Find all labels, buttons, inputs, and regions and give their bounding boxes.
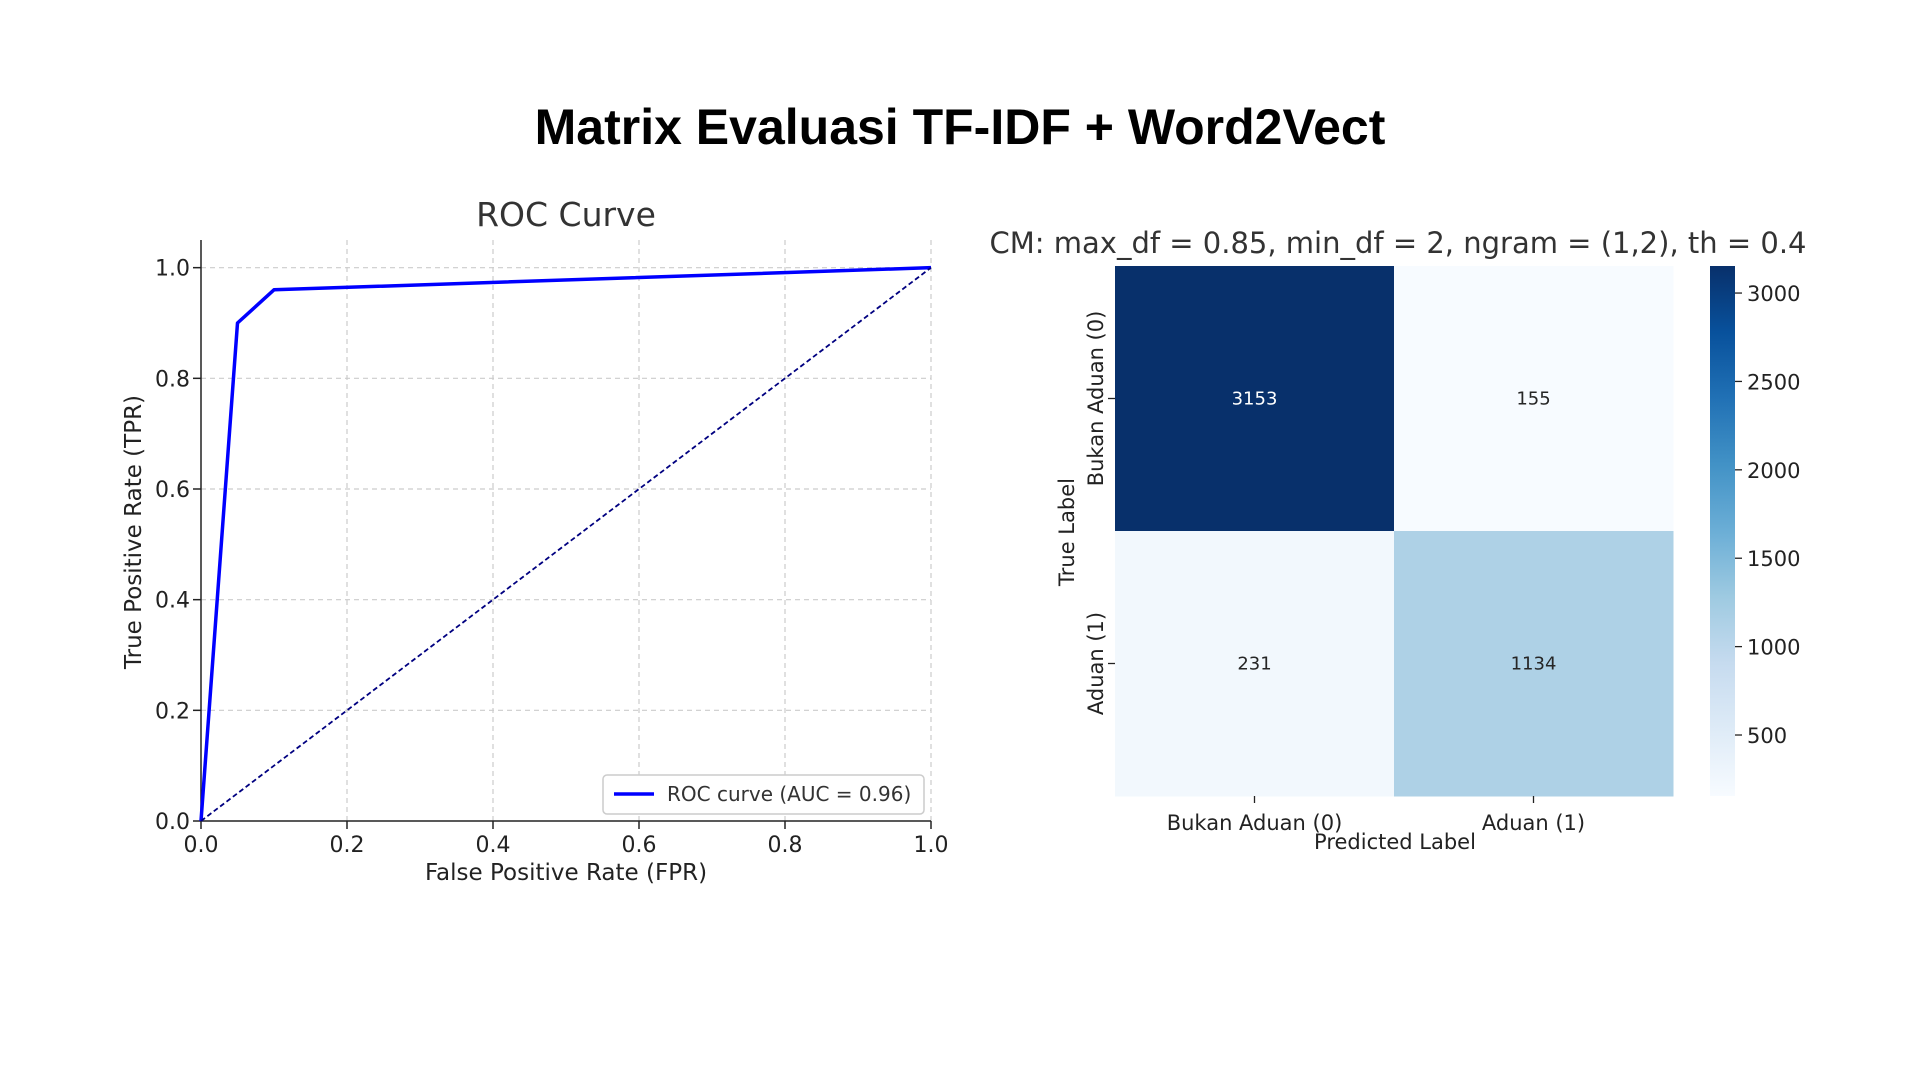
roc-x-tick-label: 0.4 (476, 833, 511, 858)
roc-diagonal-line (200, 266, 932, 822)
cm-cell-value: 231 (1237, 654, 1271, 675)
cm-cell (1115, 531, 1395, 797)
cm-colorbar-tick-label: 3000 (1747, 282, 1800, 306)
cm-y-tick-label: Aduan (1) (1084, 612, 1108, 715)
cm-cell (1115, 266, 1395, 532)
slide-title: Matrix Evaluasi TF-IDF + Word2Vect (534, 99, 1386, 155)
roc-x-tick-label: 0.0 (184, 833, 219, 858)
roc-y-tick-label: 0.6 (155, 478, 190, 503)
roc-y-tick-label: 0.2 (155, 699, 190, 724)
cm-colorbar-tick-label: 2000 (1747, 459, 1800, 483)
cm-x-tick-label: Bukan Aduan (0) (1167, 811, 1343, 835)
roc-axes (200, 240, 931, 822)
roc-legend-label: ROC curve (AUC = 0.96) (667, 782, 911, 806)
cm-colorbar-tick-label: 1500 (1747, 547, 1800, 571)
roc-x-tick-label: 0.8 (768, 833, 803, 858)
roc-y-tick-label: 0.8 (155, 367, 190, 392)
cm-cell-value: 155 (1516, 389, 1550, 410)
roc-x-tick-label: 0.6 (622, 833, 657, 858)
cm-colorbar-ticks: 500 1000 1500 2000 2500 3000 (1735, 282, 1800, 748)
cm-colorbar-tick-label: 1000 (1747, 636, 1800, 660)
roc-x-tick-label: 1.0 (914, 833, 949, 858)
roc-legend: ROC curve (AUC = 0.96) (602, 774, 925, 815)
roc-y-tick-label: 0.0 (155, 810, 190, 835)
cm-colorbar (1710, 266, 1735, 796)
cm-cell-value: 1134 (1511, 654, 1557, 675)
cm-colorbar-tick-label: 500 (1747, 724, 1787, 748)
roc-y-tick-label: 1.0 (155, 257, 190, 282)
roc-x-tick-label: 0.2 (330, 833, 365, 858)
cm-cells: 3153 155 231 1134 (1115, 266, 1674, 797)
roc-grid (201, 240, 932, 821)
roc-lines (199, 265, 932, 822)
cm-title: CM: max_df = 0.85, min_df = 2, ngram = (… (990, 226, 1807, 260)
roc-legend-box (602, 774, 925, 815)
roc-y-axis-label: True Positive Rate (TPR) (121, 395, 147, 670)
roc-curve-line (199, 265, 932, 822)
cm-ticks: Bukan Aduan (0) Aduan (1) Bukan Aduan (0) A… (1084, 311, 1585, 835)
cm-y-axis-label: True Label (1055, 478, 1079, 587)
cm-cell (1394, 266, 1674, 532)
roc-ticks: 0.0 0.2 0.4 0.6 0.8 1.0 0.0 0.2 0.4 0.6 0.8 1.0 (155, 257, 949, 858)
cm-cell-value: 3153 (1232, 389, 1278, 410)
cm-cell (1394, 531, 1674, 797)
roc-chart: 0.0 0.2 0.4 0.6 0.8 1.0 0.0 0.2 0.4 0.6 0.8 1.0 ROC… (121, 195, 949, 886)
roc-title: ROC Curve (476, 195, 656, 234)
cm-colorbar-tick-label: 2500 (1747, 370, 1800, 394)
roc-x-axis-label: False Positive Rate (FPR) (425, 860, 707, 886)
cm-x-axis-label: Predicted Label (1314, 830, 1476, 854)
roc-y-tick-label: 0.4 (155, 589, 190, 614)
cm-x-tick-label: Aduan (1) (1482, 811, 1585, 835)
cm-y-tick-label: Bukan Aduan (0) (1084, 311, 1108, 487)
